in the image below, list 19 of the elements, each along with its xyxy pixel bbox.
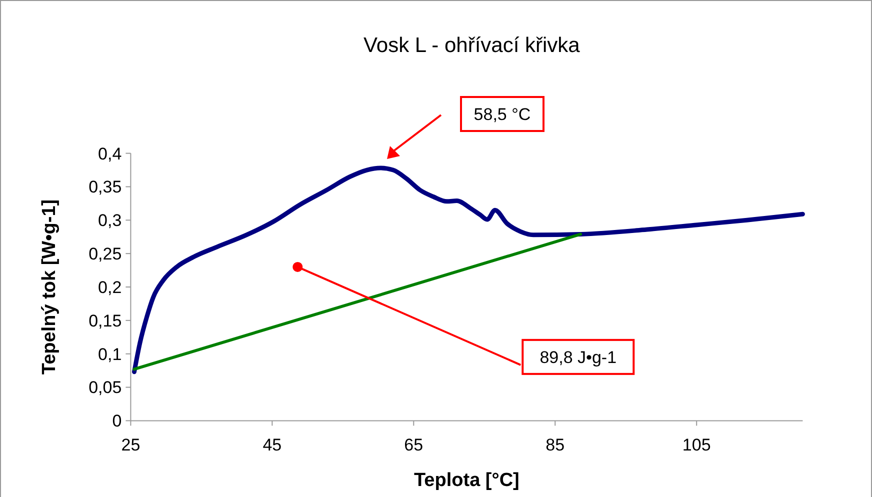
y-tick-label: 0,35 bbox=[88, 178, 122, 197]
x-tick-label: 25 bbox=[121, 436, 140, 455]
annotation: 89,8 J•g-1 bbox=[540, 348, 617, 367]
y-tick-label: 0,2 bbox=[98, 278, 122, 297]
x-tick-label: 105 bbox=[682, 436, 711, 455]
text: 58,5 °C bbox=[474, 104, 531, 124]
y-tick-label: 0 bbox=[112, 412, 122, 431]
y-tick-label: 0,05 bbox=[88, 378, 122, 398]
x-tick-label: 45 bbox=[262, 436, 282, 455]
y-tick-label: 0,25 bbox=[88, 244, 122, 264]
x-axis-title: Teplota [°C] bbox=[414, 470, 520, 491]
y-axis-title: Tepelný tok [W•g-1] bbox=[39, 199, 60, 375]
x-tick-label: 65 bbox=[404, 436, 424, 455]
y-tick-label: 0,1 bbox=[98, 344, 122, 364]
chart-title: Vosk L - ohřívací křivka bbox=[364, 34, 580, 57]
x-tick-label: 85 bbox=[546, 436, 565, 455]
y-tick-label: 0,3 bbox=[98, 211, 122, 230]
y-tick-label: 0,4 bbox=[98, 144, 122, 164]
y-tick-label: 0,15 bbox=[88, 311, 122, 330]
